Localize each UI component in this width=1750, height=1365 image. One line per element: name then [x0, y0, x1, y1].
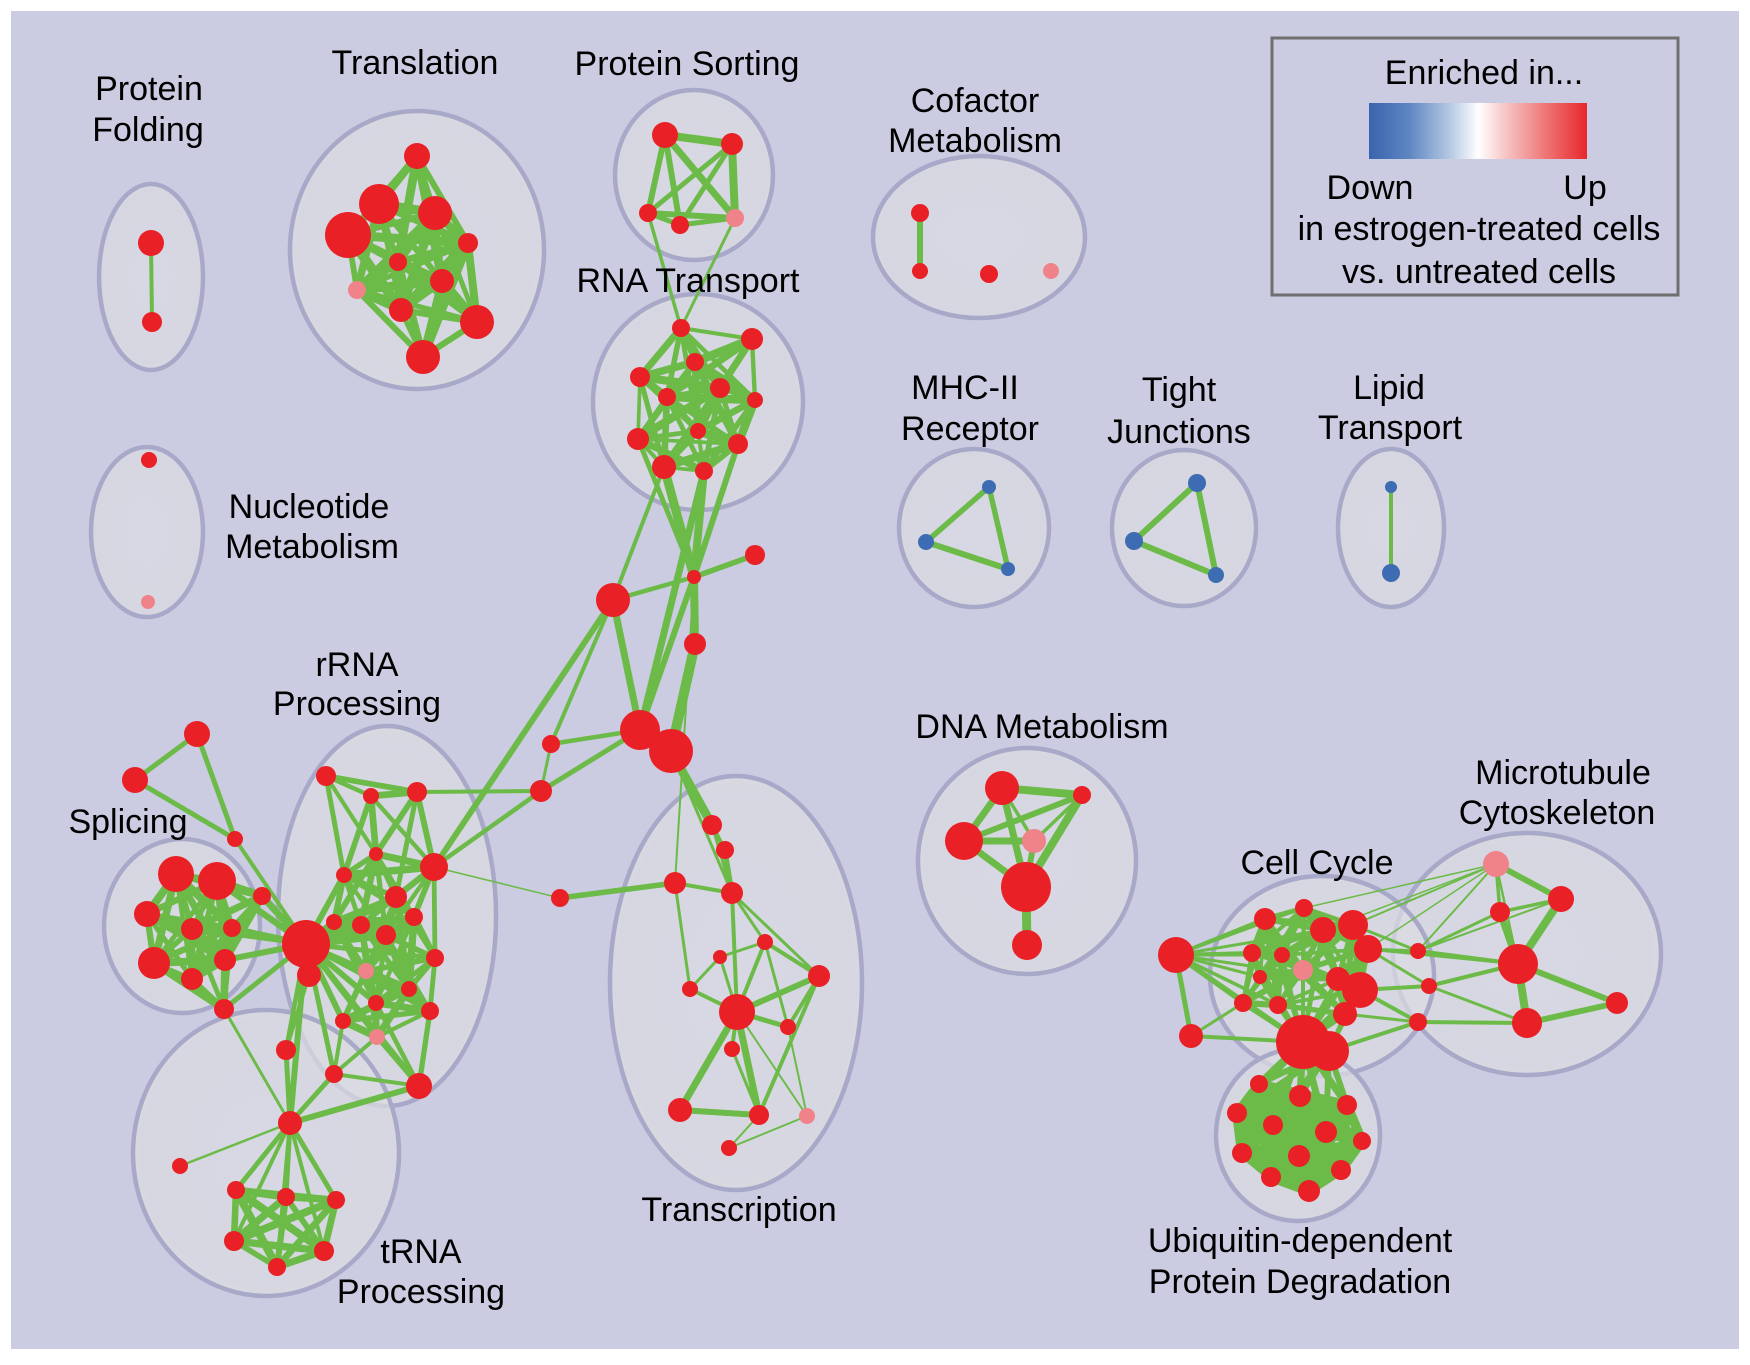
- svg-text:tRNA: tRNA: [380, 1233, 462, 1271]
- svg-text:Splicing: Splicing: [68, 803, 187, 841]
- svg-text:Cytoskeleton: Cytoskeleton: [1459, 794, 1656, 832]
- svg-text:Folding: Folding: [92, 111, 204, 149]
- svg-text:rRNA: rRNA: [315, 646, 398, 684]
- svg-text:Tight: Tight: [1142, 371, 1217, 409]
- svg-text:Protein Degradation: Protein Degradation: [1149, 1263, 1451, 1301]
- svg-text:Transport: Transport: [1318, 409, 1463, 447]
- svg-text:Translation: Translation: [332, 44, 499, 82]
- svg-text:RNA Transport: RNA Transport: [577, 262, 801, 300]
- svg-text:vs. untreated cells: vs. untreated cells: [1342, 253, 1616, 291]
- svg-text:Metabolism: Metabolism: [888, 122, 1062, 160]
- svg-text:MHC-II: MHC-II: [911, 369, 1019, 407]
- svg-text:Cofactor: Cofactor: [911, 82, 1040, 120]
- svg-text:Processing: Processing: [337, 1273, 505, 1311]
- svg-text:Enriched in...: Enriched in...: [1385, 54, 1583, 92]
- svg-text:Receptor: Receptor: [901, 410, 1039, 448]
- svg-text:Protein Sorting: Protein Sorting: [575, 45, 800, 83]
- svg-text:Metabolism: Metabolism: [225, 528, 399, 566]
- svg-text:Processing: Processing: [273, 685, 441, 723]
- svg-text:Transcription: Transcription: [641, 1191, 836, 1229]
- svg-text:Up: Up: [1563, 169, 1606, 207]
- svg-text:Lipid: Lipid: [1353, 369, 1425, 407]
- svg-text:Cell Cycle: Cell Cycle: [1240, 844, 1393, 882]
- svg-text:Down: Down: [1327, 169, 1414, 207]
- svg-text:Microtubule: Microtubule: [1475, 754, 1651, 792]
- svg-text:Junctions: Junctions: [1107, 413, 1251, 451]
- svg-text:DNA Metabolism: DNA Metabolism: [915, 708, 1168, 746]
- svg-text:Protein: Protein: [95, 70, 203, 108]
- svg-text:Nucleotide: Nucleotide: [229, 488, 390, 526]
- svg-text:Ubiquitin-dependent: Ubiquitin-dependent: [1148, 1222, 1453, 1260]
- svg-text:in estrogen-treated cells: in estrogen-treated cells: [1298, 210, 1661, 248]
